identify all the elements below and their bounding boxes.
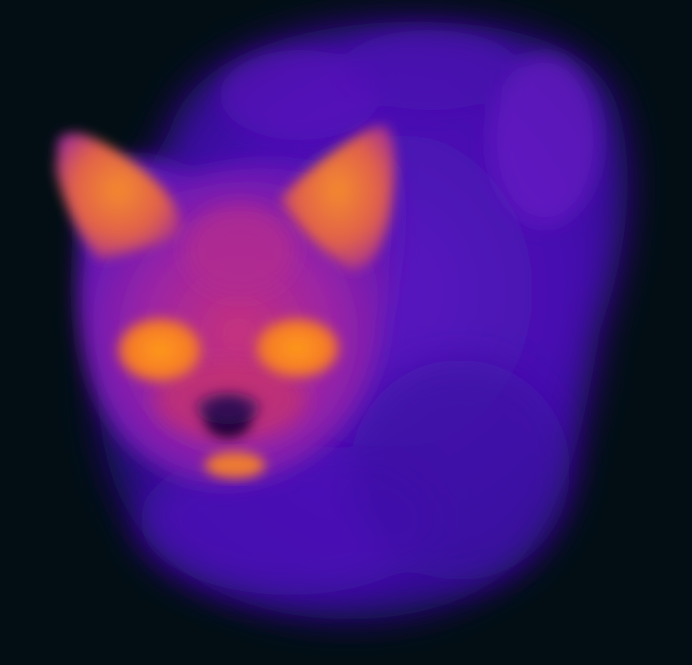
- mouth: [205, 452, 265, 478]
- nose: [196, 392, 260, 438]
- back-highlight: [220, 30, 600, 225]
- right-eye: [255, 318, 339, 378]
- left-ear: [56, 132, 181, 260]
- left-eye: [118, 318, 202, 382]
- right-ear: [280, 125, 396, 270]
